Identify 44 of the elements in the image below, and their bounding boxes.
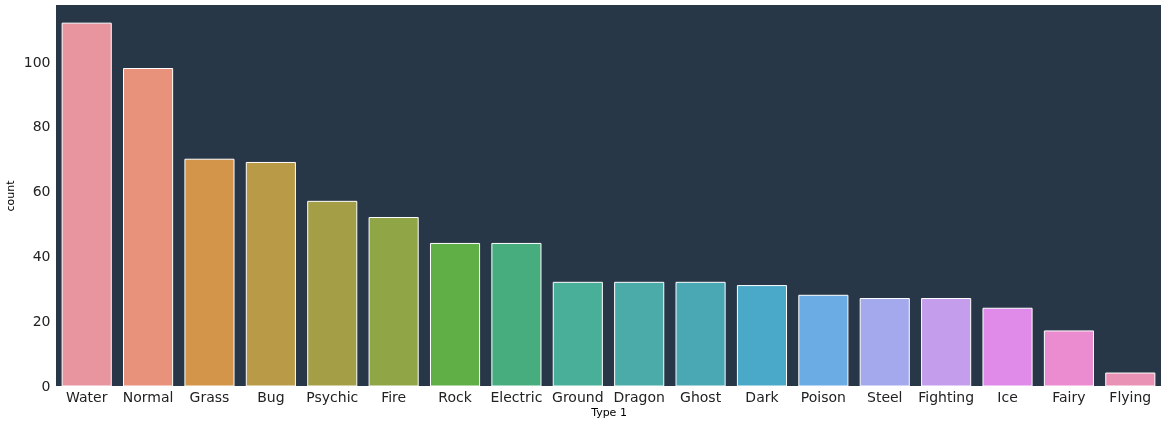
bar: [1105, 372, 1156, 387]
x-tick-label: Rock: [438, 388, 473, 405]
bar: [123, 68, 174, 387]
x-tick-label: Normal: [122, 388, 174, 405]
bar: [675, 281, 726, 387]
bar: [184, 158, 235, 387]
x-tick-label: Poison: [800, 388, 846, 405]
x-tick-label: Psychic: [306, 388, 359, 405]
x-tick-label: Ghost: [680, 388, 722, 405]
x-tick-label: Fairy: [1052, 388, 1086, 405]
x-tick-label: Fire: [381, 388, 407, 405]
bar: [245, 161, 296, 387]
bar: [982, 307, 1033, 387]
x-tick-label: Water: [66, 388, 108, 405]
bar: [491, 242, 542, 387]
x-tick-label: Bug: [257, 388, 285, 405]
x-tick-label: Dragon: [613, 388, 665, 405]
bar: [736, 285, 788, 387]
x-tick-label: Ground: [552, 388, 604, 405]
bar: [1043, 330, 1094, 387]
x-tick-label: Fighting: [918, 388, 975, 405]
y-tick-label: 40: [32, 247, 51, 264]
x-tick-label: Ice: [997, 388, 1018, 405]
bar: [61, 22, 112, 387]
y-tick-label: 20: [32, 312, 51, 329]
bar: [429, 242, 481, 387]
x-tick-label: Steel: [867, 388, 903, 405]
bar: [368, 217, 419, 387]
x-tick-label: Electric: [490, 388, 543, 405]
x-tick-label: Grass: [189, 388, 230, 405]
x-tick-label: Flying: [1109, 388, 1152, 405]
x-axis-title: Type 1: [590, 405, 627, 419]
bar: [552, 281, 603, 387]
x-tick-label: Dark: [745, 388, 780, 405]
bar: [307, 200, 358, 387]
y-tick-label: 100: [23, 53, 51, 70]
y-tick-label: 60: [32, 183, 51, 200]
y-tick-label: 0: [41, 377, 51, 394]
y-tick-label: 80: [32, 118, 51, 135]
bar: [921, 298, 972, 387]
bar: [859, 298, 910, 387]
bar: [798, 294, 849, 387]
bar: [614, 281, 665, 387]
y-axis-title: count: [3, 179, 17, 212]
